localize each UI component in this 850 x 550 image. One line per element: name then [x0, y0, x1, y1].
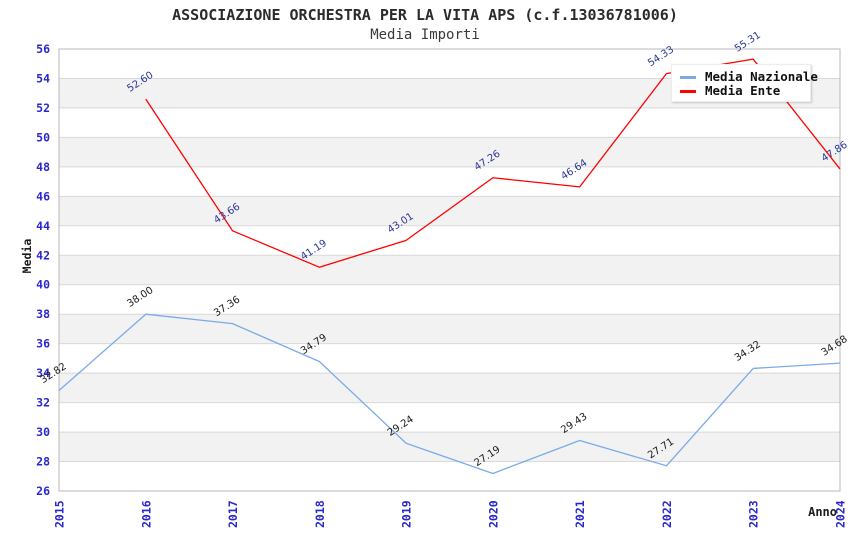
plot-band: [59, 402, 840, 433]
plot-band: [59, 343, 840, 374]
x-tick-label: 2016: [139, 500, 153, 528]
x-tick-label: 2015: [53, 500, 67, 528]
y-tick-label: 32: [36, 396, 50, 410]
legend: Media Nazionale Media Ente: [671, 64, 818, 102]
series-line-media-nazionale: [58, 313, 841, 475]
y-tick-label: 40: [36, 278, 50, 292]
x-tick-label: 2021: [573, 500, 587, 528]
y-tick-label: 34: [36, 366, 50, 380]
media-ente-line-swatch-icon: [680, 89, 696, 93]
plot-band: [59, 166, 840, 197]
chart-title: ASSOCIAZIONE ORCHESTRA PER LA VITA APS (…: [172, 6, 678, 24]
y-tick-label: 52: [36, 101, 50, 115]
y-tick-label: 44: [36, 219, 50, 233]
x-tick-label: 2020: [486, 500, 500, 528]
y-tick-label: 46: [36, 189, 50, 203]
y-tick-label: 38: [36, 307, 50, 321]
x-tick-label: 2018: [313, 500, 327, 528]
media-nazionale-line-swatch-icon: [680, 75, 696, 79]
x-tick-label: 2017: [226, 500, 240, 528]
y-tick-label: 30: [36, 425, 50, 439]
y-tick-label: 26: [36, 484, 50, 498]
x-tick-label: 2023: [747, 500, 761, 528]
y-tick-label: 36: [36, 337, 50, 351]
plot-band: [59, 137, 840, 167]
y-axis-title: Media: [20, 239, 34, 274]
y-tick-label: 42: [36, 248, 50, 262]
x-tick-label: 2019: [400, 500, 414, 528]
y-tick-label: 28: [36, 455, 50, 469]
plot-frame: [58, 48, 841, 492]
plot-band: [59, 196, 840, 226]
plot-band: [59, 107, 840, 138]
plot-band: [59, 314, 840, 344]
legend-label-media-ente: Media Ente: [705, 83, 781, 98]
plot-band: [59, 255, 840, 285]
legend-label-media-nazionale: Media Nazionale: [705, 69, 818, 84]
x-tick-label: 2022: [660, 500, 674, 528]
y-tick-label: 48: [36, 160, 50, 174]
plot-band: [59, 225, 840, 256]
plot-band: [59, 373, 840, 403]
x-axis-title: Anno: [808, 505, 837, 519]
chart-subtitle: Media Importi: [370, 27, 480, 43]
series-line-media-ente: [145, 58, 841, 268]
y-tick-label: 50: [36, 130, 50, 144]
y-tick-label: 56: [36, 42, 50, 56]
y-tick-label: 54: [36, 71, 50, 85]
plot-band: [59, 432, 840, 462]
plot-band: [59, 461, 840, 491]
legend-item-media-nazionale: Media Nazionale: [680, 70, 818, 84]
legend-item-media-ente: Media Ente: [680, 84, 802, 98]
x-tick-label: 2024: [834, 500, 848, 528]
plot-band: [59, 284, 840, 315]
